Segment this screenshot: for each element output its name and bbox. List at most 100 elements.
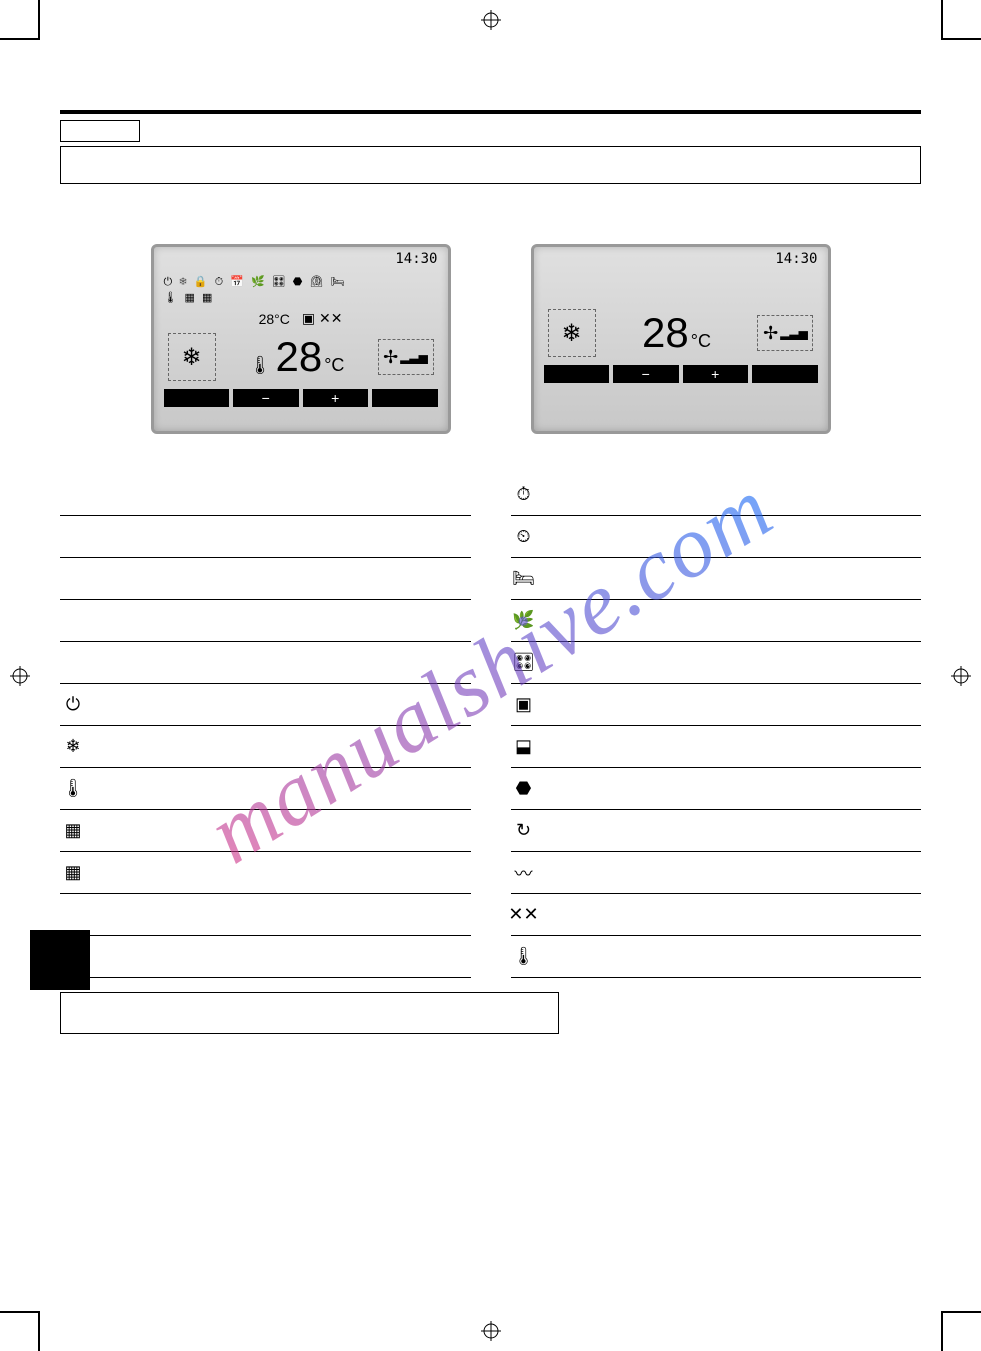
legend-icon: 🎛 bbox=[511, 650, 537, 676]
legend-icon bbox=[60, 566, 86, 592]
legend-icon bbox=[60, 482, 86, 508]
crop-mark bbox=[38, 1311, 40, 1351]
room-temp-small: 28°C bbox=[259, 311, 290, 327]
header-rule bbox=[60, 110, 921, 114]
legend-item: ↻ bbox=[511, 810, 922, 852]
registration-mark bbox=[951, 666, 971, 686]
set-temp-unit: °C bbox=[691, 331, 711, 352]
legend-icon: ⬓ bbox=[511, 734, 537, 760]
set-temp-value: 28 bbox=[275, 333, 322, 381]
legend-item: ▣ bbox=[511, 684, 922, 726]
legend-icon: 🌡 bbox=[60, 776, 86, 802]
f2-button: − bbox=[233, 389, 299, 407]
function-buttons: − + bbox=[164, 389, 438, 407]
legend-item: 🌿 bbox=[511, 600, 922, 642]
clock: 14:30 bbox=[775, 251, 817, 267]
status-icon-row-2: 🌡 ▦ ▦ bbox=[164, 291, 438, 304]
legend-icon bbox=[60, 650, 86, 676]
legend-icon bbox=[60, 524, 86, 550]
mid-info-row: 28°C ▣ ✕✕ bbox=[164, 310, 438, 327]
crop-mark bbox=[0, 38, 40, 40]
main-row: ❄ 🌡 28 °C ✢ ▂▃▅ bbox=[164, 333, 438, 381]
legend-icon: 〰 bbox=[511, 860, 537, 886]
f1-button bbox=[544, 365, 610, 383]
legend-icon: 🌡 bbox=[511, 944, 537, 970]
legend-icon: 🛏 bbox=[511, 566, 537, 592]
main-row: ❄ 28 °C ✢ ▂▃▅ bbox=[544, 309, 818, 357]
legend-icon bbox=[60, 608, 86, 634]
legend-icon: ▣ bbox=[511, 692, 537, 718]
legend-item: ❄ bbox=[60, 726, 471, 768]
registration-mark bbox=[481, 10, 501, 30]
fan-icon: ✢ bbox=[763, 323, 778, 344]
legend-icon: ❄ bbox=[60, 734, 86, 760]
legend-item bbox=[60, 474, 471, 516]
legend-right-column: ⏱ ⏲ 🛏 🌿 🎛 ▣ ⬓ ⬣ ↻ 〰 ✕✕ 🌡 bbox=[511, 474, 922, 978]
fan-icon: ✢ bbox=[383, 347, 398, 368]
f1-button bbox=[164, 389, 230, 407]
legend-icon: ⏱ bbox=[511, 482, 537, 508]
controller-display-full: 14:30 ⏻ ❄ 🔒 ⏱ 📅 🌿 🎛 ⬣ ⏲ 🛏 🌡 ▦ ▦ 28°C ▣ ✕… bbox=[151, 244, 451, 434]
set-temp: 28 °C bbox=[642, 309, 711, 357]
legend-icon: ⏻ bbox=[60, 692, 86, 718]
legend-item: 🔒 bbox=[60, 936, 471, 978]
legend-icon: ✕✕ bbox=[511, 902, 537, 928]
legend-icon: ↻ bbox=[511, 818, 537, 844]
legend-item: ✕✕ bbox=[511, 894, 922, 936]
legend-icon bbox=[60, 902, 86, 928]
legend-item: 🌡 bbox=[511, 936, 922, 978]
legend-item bbox=[60, 642, 471, 684]
legend-icon: ⏲ bbox=[511, 524, 537, 550]
display-screenshots: 14:30 ⏻ ❄ 🔒 ⏱ 📅 🌿 🎛 ⬣ ⏲ 🛏 🌡 ▦ ▦ 28°C ▣ ✕… bbox=[60, 244, 921, 434]
legend-item: 🛏 bbox=[511, 558, 922, 600]
f3-button: + bbox=[303, 389, 369, 407]
f4-button bbox=[372, 389, 438, 407]
registration-mark bbox=[481, 1321, 501, 1341]
thermometer-icon: 🌡 bbox=[249, 355, 272, 376]
legend-item: ⏻ bbox=[60, 684, 471, 726]
legend-item: ⬓ bbox=[511, 726, 922, 768]
fan-bars-icon: ▂▃▅ bbox=[780, 326, 808, 340]
crop-mark bbox=[0, 1311, 40, 1313]
legend-item: ⏱ bbox=[511, 474, 922, 516]
crop-mark bbox=[941, 0, 943, 40]
legend-item bbox=[60, 516, 471, 558]
set-temp: 🌡 28 °C bbox=[249, 333, 345, 381]
header-title-box bbox=[60, 146, 921, 184]
clock: 14:30 bbox=[395, 251, 437, 267]
legend-item: ▦ bbox=[60, 810, 471, 852]
mode-icon: ❄ bbox=[548, 309, 596, 357]
legend-left-column: ⏻ ❄ 🌡 ▦ ▦ 🔒 bbox=[60, 474, 471, 978]
legend-item: ⬣ bbox=[511, 768, 922, 810]
crop-mark bbox=[941, 1311, 943, 1351]
set-temp-value: 28 bbox=[642, 309, 689, 357]
mode-icon: ❄ bbox=[168, 333, 216, 381]
legend-item: 🌡 bbox=[60, 768, 471, 810]
legend-icon: ▦ bbox=[60, 818, 86, 844]
crop-mark bbox=[941, 38, 981, 40]
legend-item bbox=[60, 558, 471, 600]
crop-mark bbox=[38, 0, 40, 40]
fan-speed: ✢ ▂▃▅ bbox=[757, 315, 813, 351]
function-buttons: − + bbox=[544, 365, 818, 383]
page-content: 14:30 ⏻ ❄ 🔒 ⏱ 📅 🌿 🎛 ⬣ ⏲ 🛏 🌡 ▦ ▦ 28°C ▣ ✕… bbox=[60, 60, 921, 1291]
legend-icon: ⬣ bbox=[511, 776, 537, 802]
legend-icon: ▦ bbox=[60, 860, 86, 886]
f2-button: − bbox=[613, 365, 679, 383]
page-number-tab bbox=[30, 930, 90, 990]
mid-icons: ▣ ✕✕ bbox=[302, 310, 343, 327]
note-box bbox=[60, 992, 559, 1034]
crop-mark bbox=[941, 1311, 981, 1313]
set-temp-unit: °C bbox=[324, 355, 344, 376]
f3-button: + bbox=[683, 365, 749, 383]
legend-item: 〰 bbox=[511, 852, 922, 894]
f4-button bbox=[752, 365, 818, 383]
legend-grid: ⏻ ❄ 🌡 ▦ ▦ 🔒 ⏱ ⏲ 🛏 🌿 🎛 ▣ ⬓ ⬣ ↻ 〰 ✕✕ 🌡 bbox=[60, 474, 921, 978]
fan-speed: ✢ ▂▃▅ bbox=[378, 339, 434, 375]
legend-icon: 🌿 bbox=[511, 608, 537, 634]
controller-display-simple: 14:30 ❄ 28 °C ✢ ▂▃▅ − + bbox=[531, 244, 831, 434]
header-small-box bbox=[60, 120, 140, 142]
fan-bars-icon: ▂▃▅ bbox=[400, 350, 428, 364]
status-icon-row: ⏻ ❄ 🔒 ⏱ 📅 🌿 🎛 ⬣ ⏲ 🛏 bbox=[164, 275, 438, 289]
legend-item bbox=[60, 600, 471, 642]
